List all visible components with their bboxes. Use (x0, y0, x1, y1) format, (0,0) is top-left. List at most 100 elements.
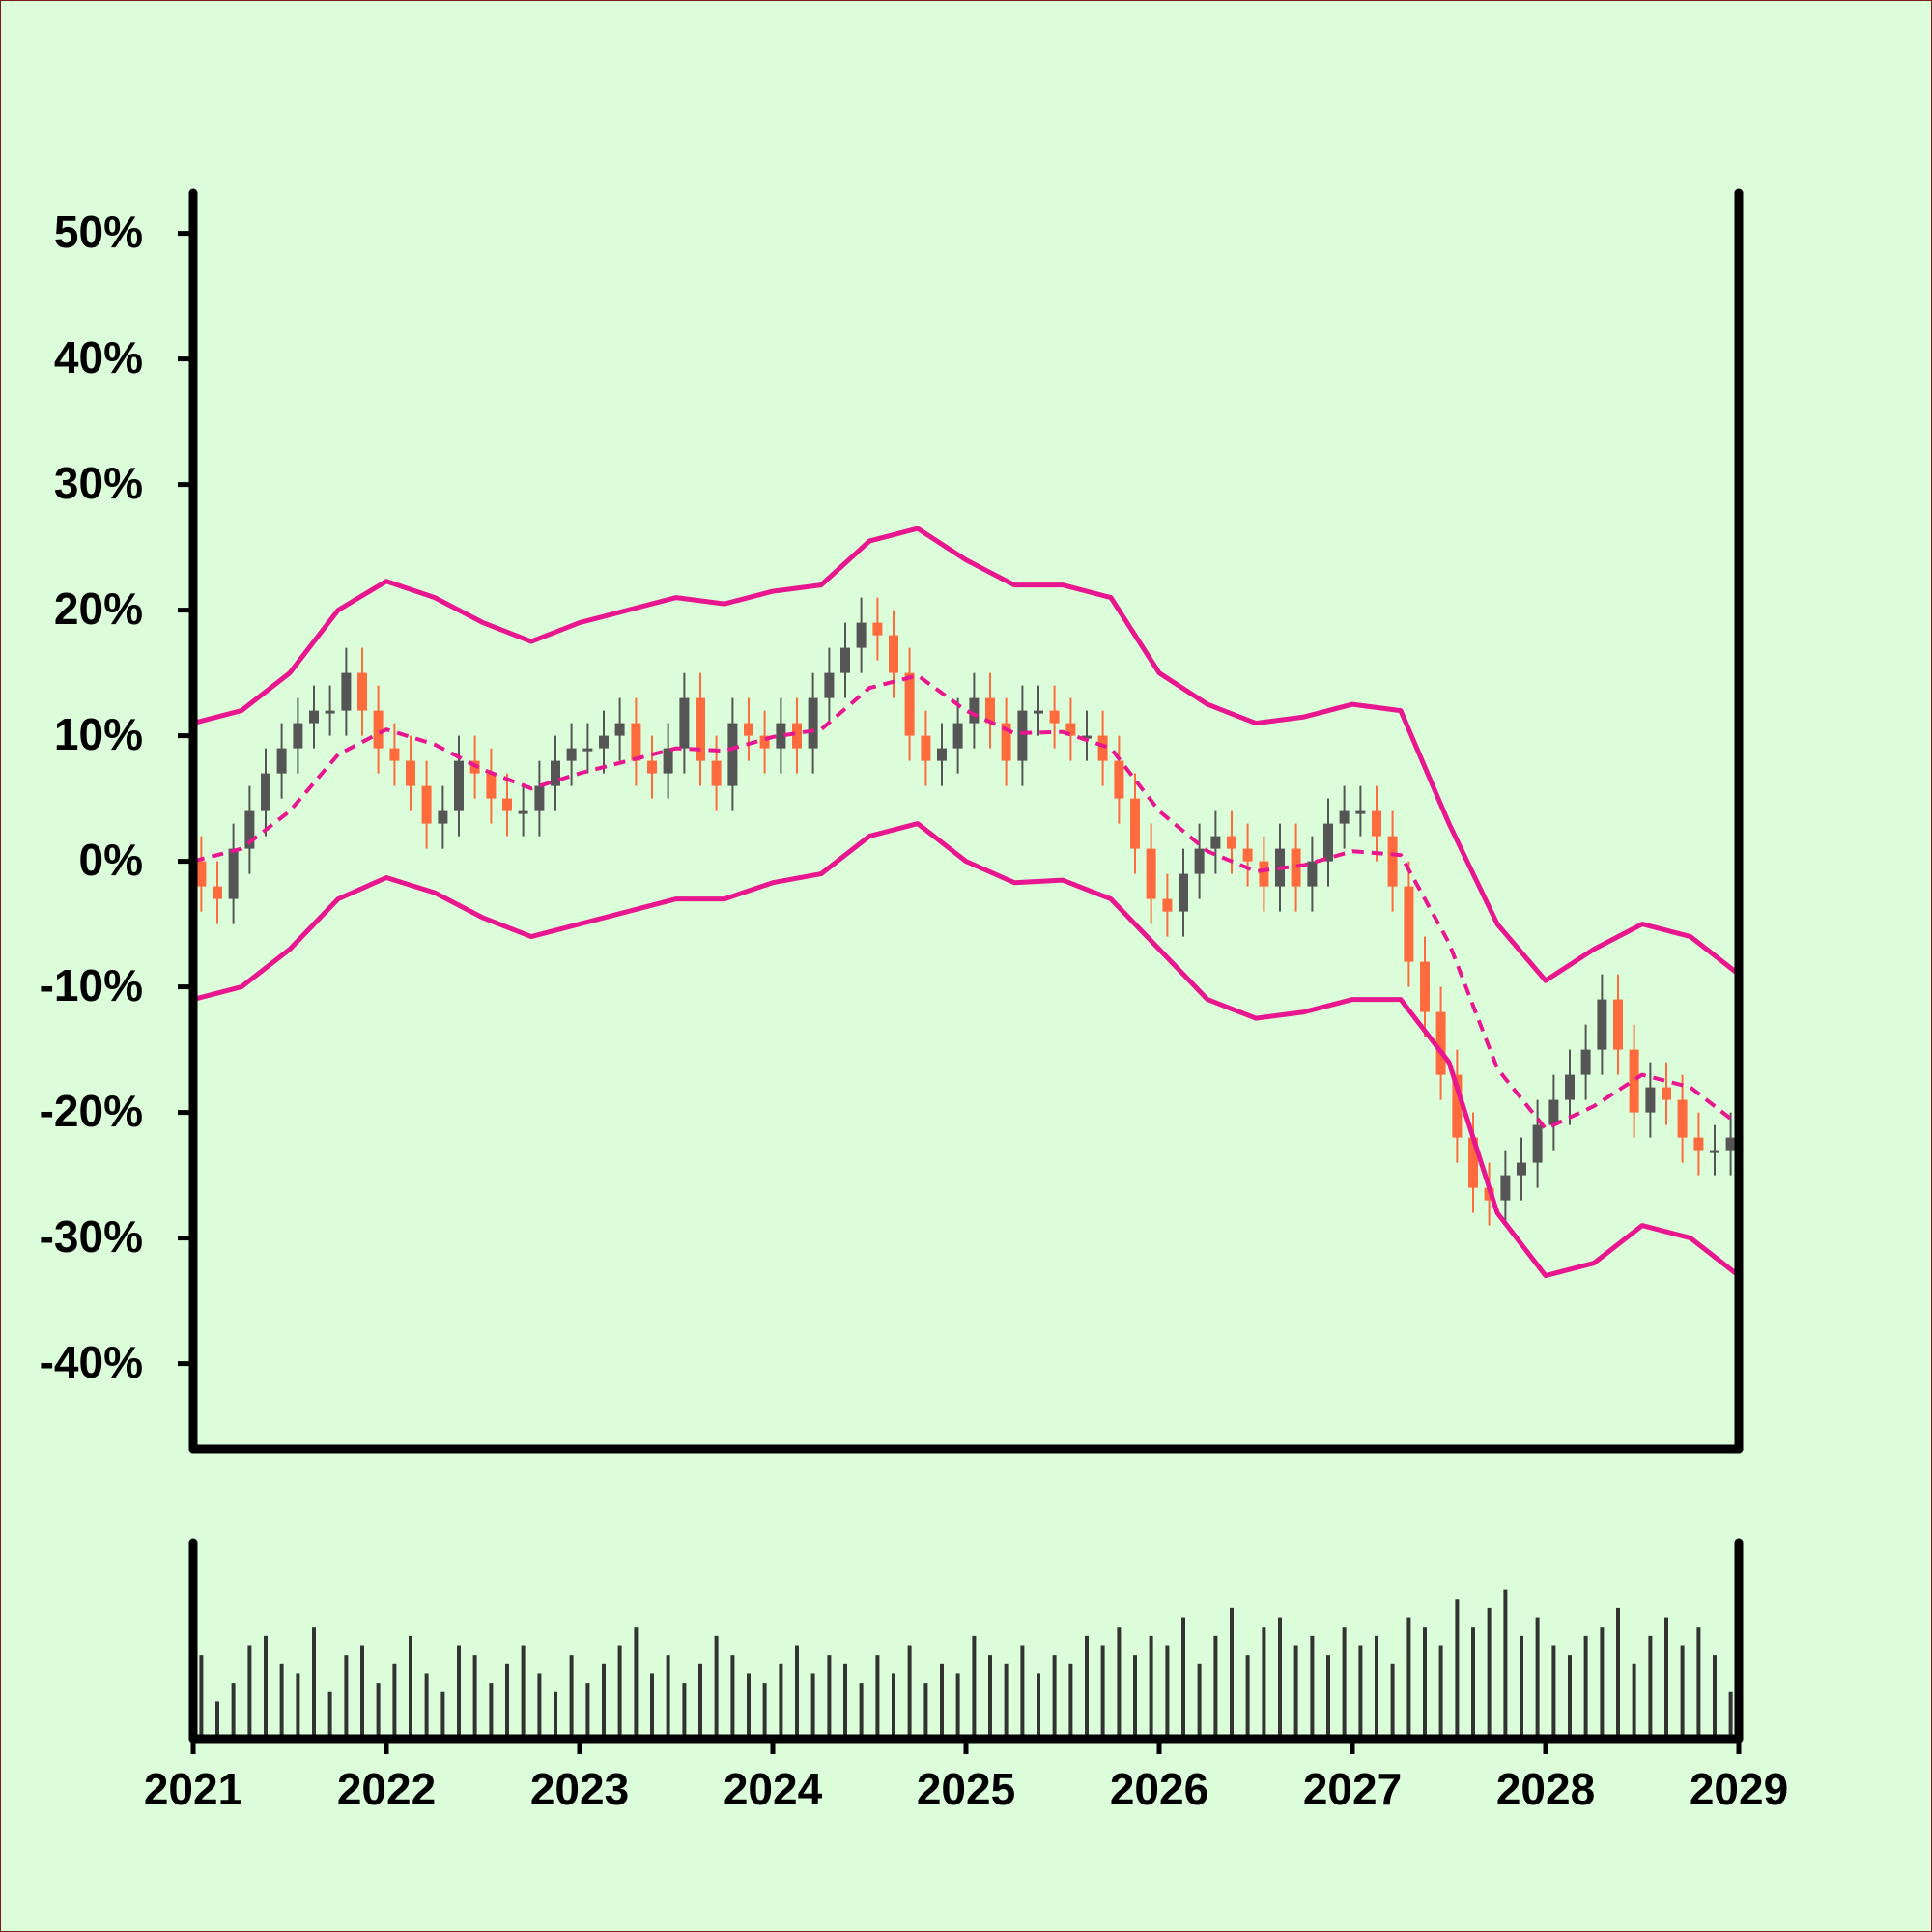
candle-body (486, 773, 497, 799)
candle-body (808, 697, 818, 749)
y-tick-label: 10% (54, 709, 143, 759)
candle-body (406, 760, 415, 786)
volume-bar (1648, 1635, 1653, 1739)
candle-body (856, 622, 867, 648)
volume-bar (730, 1655, 735, 1739)
volume-bar (376, 1683, 381, 1739)
volume-bar (585, 1683, 590, 1739)
candle-body (614, 723, 625, 736)
candle-body (1597, 999, 1607, 1050)
band-upper (192, 526, 1741, 983)
x-tick-label: 2028 (1496, 1764, 1595, 1814)
candle-body (1725, 1137, 1736, 1151)
candle-body (792, 723, 802, 749)
candle-body (438, 810, 448, 824)
volume-bar (1165, 1645, 1170, 1739)
x-tick-label: 2027 (1303, 1764, 1402, 1814)
volume-bar (424, 1673, 429, 1739)
candle-body (1323, 823, 1333, 862)
candle-body (1645, 1087, 1656, 1113)
candle-body (213, 886, 222, 899)
volume-bar (1568, 1655, 1572, 1739)
volume-bar (634, 1627, 639, 1739)
volume-bar (1326, 1655, 1330, 1739)
candle-body (727, 723, 738, 786)
candle-body (228, 848, 239, 899)
volume-bar (795, 1645, 799, 1739)
candle-body (566, 748, 577, 761)
volume-bar (521, 1645, 526, 1739)
volume-bar (1245, 1655, 1250, 1739)
candle-body (1677, 1099, 1688, 1138)
candle-body (1130, 798, 1140, 849)
volume-bar (1583, 1635, 1588, 1739)
candle-body (1291, 848, 1301, 887)
candle-body (1420, 961, 1430, 1012)
volume-bar (296, 1673, 300, 1739)
volume-bar (1423, 1627, 1427, 1739)
candle-body (534, 785, 545, 811)
volume-bar (312, 1627, 316, 1739)
volume-bar (1068, 1663, 1073, 1739)
candle-body (309, 710, 319, 724)
volume-bar (247, 1645, 252, 1739)
candle-body (937, 748, 947, 761)
candle-body (502, 798, 512, 811)
volume-bar (231, 1683, 236, 1739)
candle-body (276, 748, 287, 774)
volume-bar (923, 1683, 928, 1739)
candle-body (1452, 1074, 1463, 1138)
y-tick-label: -20% (40, 1086, 143, 1136)
volume-bar (650, 1673, 654, 1739)
candle-body (1355, 810, 1366, 814)
candle-body (1404, 886, 1414, 962)
y-tick-label: 30% (54, 458, 143, 508)
volume-bar (1342, 1627, 1347, 1739)
candle-body (985, 697, 995, 724)
volume-bar (327, 1691, 332, 1739)
candle-body (1613, 999, 1623, 1050)
candle-body (921, 735, 931, 761)
volume-bar (617, 1645, 622, 1739)
volume-bar (747, 1673, 751, 1739)
candle-body (696, 697, 705, 761)
volume-bar (892, 1673, 895, 1739)
candle-body (1179, 873, 1188, 912)
volume-bar (1230, 1607, 1234, 1739)
volume-bar (344, 1655, 349, 1739)
volume-bar (1664, 1617, 1668, 1739)
candle-body (1565, 1074, 1575, 1100)
candle-body (551, 760, 560, 786)
volume-bar (1133, 1655, 1137, 1739)
volume-bar (907, 1645, 912, 1739)
y-tick-label: 50% (54, 207, 143, 257)
candle-body (776, 723, 786, 749)
volume-bar (843, 1663, 847, 1739)
volume-bar (472, 1655, 477, 1739)
volume-bar (602, 1663, 606, 1739)
candle-body (1194, 848, 1205, 874)
volume-bar (827, 1655, 832, 1739)
volume-bar (1713, 1655, 1717, 1739)
volume-bar (1503, 1589, 1508, 1739)
candle-body (1435, 1011, 1446, 1075)
y-tick-label: 20% (54, 583, 143, 634)
volume-bar (1471, 1627, 1475, 1739)
volume-bar (1197, 1663, 1202, 1739)
y-tick-label: 40% (54, 332, 143, 383)
volume-bar (1616, 1607, 1620, 1739)
candle-body (969, 697, 980, 724)
volume-bar (1632, 1663, 1636, 1739)
x-tick-label: 2023 (530, 1764, 629, 1814)
candle-body (1580, 1049, 1591, 1075)
candle-body (373, 710, 384, 749)
volume-bar (779, 1663, 783, 1739)
candle-body (325, 710, 335, 714)
candle-body (824, 672, 835, 698)
candle-body (679, 697, 690, 749)
candle-body (1500, 1175, 1511, 1201)
volume-bar (264, 1635, 268, 1739)
band-middle (192, 673, 1741, 1131)
candle-body (421, 785, 432, 824)
